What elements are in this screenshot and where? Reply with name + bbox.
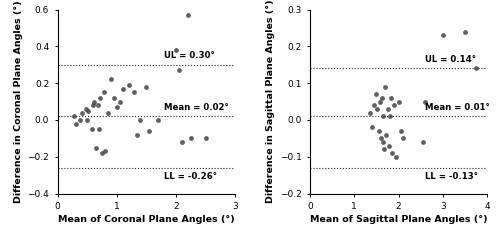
- Point: [72, 122, 80, 125]
- Point: [95, 127, 103, 131]
- Point: [76, 118, 84, 122]
- Point: [419, 140, 427, 144]
- Point: [386, 114, 394, 118]
- Point: [172, 48, 180, 52]
- Point: [104, 111, 112, 114]
- Text: Mean = 0.01°: Mean = 0.01°: [426, 103, 490, 112]
- Point: [390, 103, 398, 107]
- Text: UL = 0.30°: UL = 0.30°: [164, 51, 215, 60]
- Point: [146, 129, 154, 133]
- Point: [178, 140, 186, 144]
- Point: [366, 111, 374, 114]
- Point: [377, 136, 385, 140]
- Point: [187, 136, 195, 140]
- Point: [98, 151, 106, 155]
- Point: [184, 13, 192, 17]
- Point: [392, 155, 400, 159]
- Point: [83, 118, 91, 122]
- Y-axis label: Difference in Coronal Plane Angles (°): Difference in Coronal Plane Angles (°): [14, 0, 24, 203]
- Text: UL = 0.14°: UL = 0.14°: [426, 55, 476, 64]
- Point: [118, 87, 126, 91]
- Point: [388, 151, 396, 155]
- Point: [89, 103, 97, 107]
- Point: [136, 118, 144, 122]
- Point: [175, 68, 183, 72]
- Point: [439, 33, 447, 37]
- Point: [397, 129, 405, 133]
- Text: LL = -0.26°: LL = -0.26°: [164, 172, 217, 181]
- Point: [422, 100, 430, 103]
- Point: [385, 144, 393, 148]
- Point: [380, 147, 388, 151]
- Point: [372, 92, 380, 96]
- Point: [107, 78, 115, 81]
- Point: [472, 66, 480, 70]
- Point: [370, 103, 378, 107]
- Point: [112, 105, 120, 109]
- Point: [84, 109, 92, 113]
- Point: [116, 100, 124, 103]
- Point: [374, 129, 382, 133]
- Point: [124, 83, 132, 87]
- Point: [379, 114, 387, 118]
- Point: [462, 30, 469, 33]
- Point: [399, 136, 407, 140]
- Point: [368, 125, 376, 129]
- Point: [82, 107, 90, 111]
- Point: [384, 107, 392, 111]
- Y-axis label: Difference in Sagittal Plane Angles (°): Difference in Sagittal Plane Angles (°): [266, 0, 276, 203]
- Point: [382, 85, 390, 89]
- Point: [376, 100, 384, 103]
- Point: [202, 136, 209, 140]
- Point: [387, 96, 395, 100]
- Point: [92, 146, 100, 150]
- X-axis label: Mean of Coronal Plane Angles (°): Mean of Coronal Plane Angles (°): [58, 215, 234, 224]
- Point: [110, 96, 118, 100]
- Point: [96, 96, 104, 100]
- Point: [130, 91, 138, 94]
- Point: [382, 133, 390, 137]
- Point: [94, 103, 102, 107]
- Text: LL = -0.13°: LL = -0.13°: [426, 172, 478, 181]
- Point: [154, 118, 162, 122]
- Point: [100, 91, 108, 94]
- Point: [394, 100, 402, 103]
- Point: [101, 149, 109, 153]
- Point: [379, 140, 387, 144]
- Point: [90, 100, 98, 103]
- Point: [378, 96, 386, 100]
- Point: [78, 111, 86, 114]
- Point: [70, 114, 78, 118]
- Point: [142, 85, 150, 89]
- Point: [374, 107, 382, 111]
- Text: Mean = 0.02°: Mean = 0.02°: [164, 103, 229, 112]
- Point: [88, 127, 96, 131]
- X-axis label: Mean of Sagittal Plane Angles (°): Mean of Sagittal Plane Angles (°): [310, 215, 488, 224]
- Point: [134, 133, 141, 137]
